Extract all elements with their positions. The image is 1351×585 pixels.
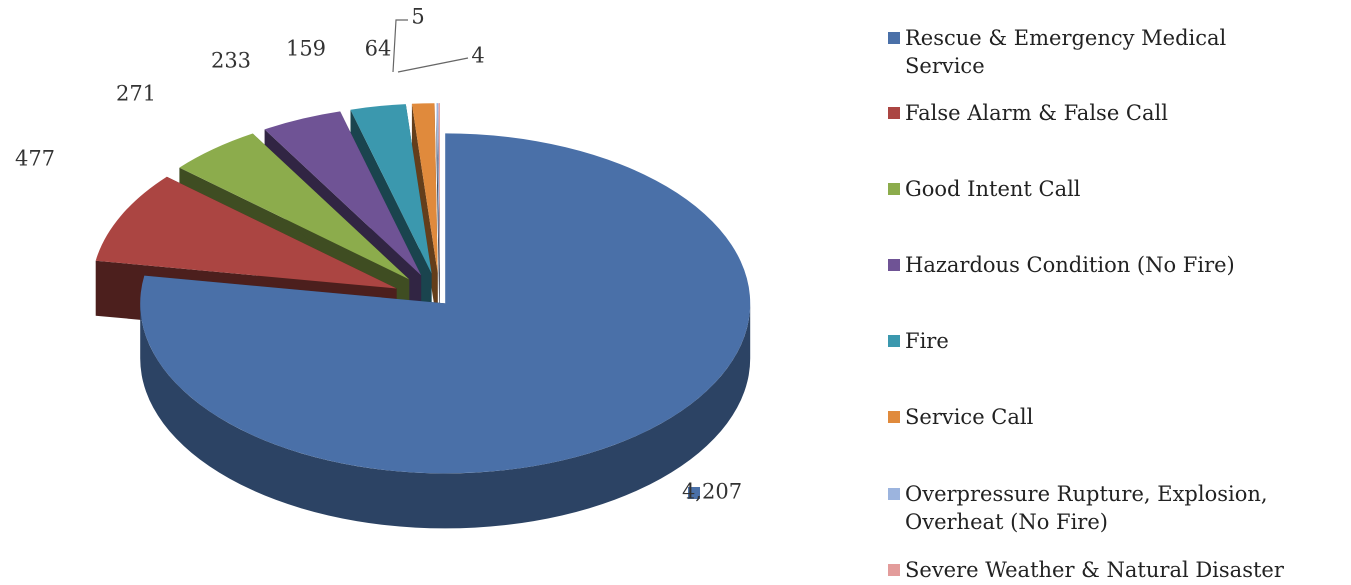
- legend-label: Good Intent Call: [905, 177, 1081, 201]
- legend-swatch: [888, 32, 900, 44]
- slice-side: [140, 303, 751, 529]
- leader-line: [392, 19, 408, 73]
- legend-label: Overpressure Rupture, Explosion, Overhea…: [905, 482, 1268, 534]
- legend-swatch: [888, 564, 900, 576]
- data-label: 5: [411, 5, 424, 29]
- legend-item: Service Call: [888, 403, 1338, 431]
- legend-swatch: [888, 183, 900, 195]
- legend-item: Good Intent Call: [888, 175, 1338, 203]
- legend-item: Rescue & Emergency Medical Service: [888, 24, 1338, 80]
- slice: [264, 111, 422, 276]
- data-label: 4,207: [682, 480, 742, 504]
- slice: [438, 103, 440, 274]
- legend-item: Severe Weather & Natural Disaster: [888, 556, 1338, 584]
- legend-item: Fire: [888, 327, 1338, 355]
- data-label: 233: [211, 49, 251, 73]
- data-label: 271: [116, 82, 156, 106]
- data-label: 4: [471, 44, 484, 68]
- slice: [95, 176, 397, 289]
- legend-label: False Alarm & False Call: [905, 101, 1168, 125]
- legend-label: Service Call: [905, 405, 1034, 429]
- slice: [436, 103, 440, 274]
- legend-item: Overpressure Rupture, Explosion, Overhea…: [888, 480, 1338, 536]
- legend-swatch: [888, 488, 900, 500]
- leader-line: [397, 57, 469, 73]
- legend-swatch: [888, 411, 900, 423]
- slice: [350, 104, 432, 274]
- data-label: 159: [286, 37, 326, 61]
- data-label: 477: [15, 147, 55, 171]
- data-label: 64: [365, 37, 392, 61]
- legend-label: Hazardous Condition (No Fire): [905, 253, 1235, 277]
- legend-swatch: [888, 335, 900, 347]
- legend-swatch: [888, 259, 900, 271]
- slice: [411, 103, 438, 274]
- slice: [179, 133, 410, 280]
- label-key: [688, 487, 700, 499]
- legend-label: Rescue & Emergency Medical Service: [905, 26, 1227, 78]
- chart: 4,207 477 271 233 159 64 5 4: [15, 5, 751, 529]
- slice: [140, 133, 751, 474]
- legend-item: Hazardous Condition (No Fire): [888, 251, 1338, 279]
- legend-label: Severe Weather & Natural Disaster: [905, 558, 1284, 582]
- legend-swatch: [888, 107, 900, 119]
- legend-label: Fire: [905, 329, 949, 353]
- legend-item: False Alarm & False Call: [888, 99, 1338, 127]
- slice-wall: [436, 103, 440, 329]
